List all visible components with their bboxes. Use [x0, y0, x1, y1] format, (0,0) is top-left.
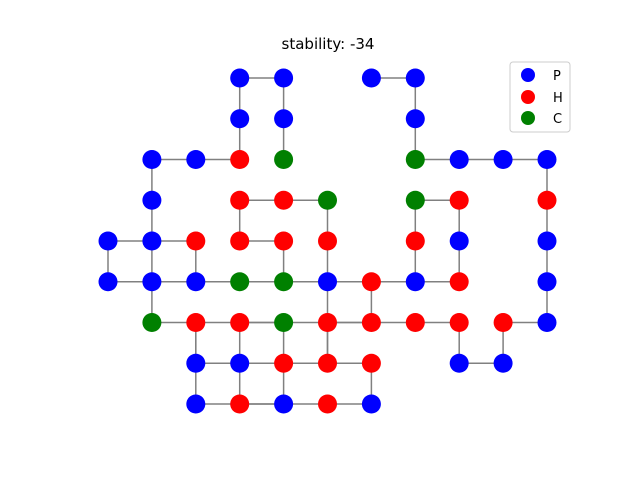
- residue-h: [405, 231, 425, 251]
- residue-h: [318, 231, 337, 251]
- residue-h: [230, 190, 250, 210]
- residue-p: [449, 150, 469, 169]
- residue-c: [274, 272, 294, 292]
- residue-p: [318, 272, 337, 292]
- residue-p: [537, 313, 557, 332]
- residue-c: [274, 313, 294, 332]
- residue-p: [493, 353, 513, 373]
- residue-h: [230, 394, 250, 414]
- residue-h: [449, 272, 469, 292]
- residue-h: [186, 313, 206, 332]
- residue-p: [493, 150, 513, 169]
- residue-p: [230, 109, 250, 129]
- residue-p: [537, 150, 557, 169]
- residue-p: [142, 150, 162, 169]
- residue-c: [142, 313, 162, 332]
- residue-p: [186, 353, 206, 373]
- residue-h: [449, 313, 469, 332]
- residue-p: [230, 68, 250, 88]
- residue-p: [230, 353, 250, 373]
- residue-h: [230, 231, 250, 251]
- residue-c: [274, 150, 294, 169]
- residue-h: [318, 394, 337, 414]
- residue-p: [274, 394, 294, 414]
- residue-h: [274, 353, 294, 373]
- legend-marker-c: [521, 111, 535, 125]
- residue-h: [318, 313, 337, 332]
- residue-p: [537, 231, 557, 251]
- residue-p: [361, 68, 381, 88]
- residue-c: [405, 150, 425, 169]
- residue-h: [405, 313, 425, 332]
- chain-nodes: [98, 68, 557, 414]
- residue-h: [361, 353, 381, 373]
- residue-c: [318, 190, 337, 210]
- legend: P H C: [509, 61, 571, 133]
- residue-h: [361, 272, 381, 292]
- chart-title: stability: -34: [282, 35, 375, 53]
- residue-h: [274, 231, 294, 251]
- residue-p: [98, 231, 118, 251]
- legend-label-c: C: [553, 112, 562, 127]
- residue-h: [318, 353, 337, 373]
- legend-marker-p: [521, 68, 535, 82]
- residue-h: [230, 150, 250, 169]
- residue-p: [186, 150, 206, 169]
- residue-h: [230, 313, 250, 332]
- residue-h: [493, 313, 513, 332]
- residue-p: [98, 272, 118, 292]
- residue-p: [186, 394, 206, 414]
- residue-p: [186, 272, 206, 292]
- residue-p: [537, 272, 557, 292]
- residue-p: [274, 68, 294, 88]
- residue-p: [405, 109, 425, 129]
- residue-p: [274, 109, 294, 129]
- residue-p: [142, 231, 162, 251]
- residue-p: [405, 68, 425, 88]
- legend-label-p: P: [553, 69, 561, 84]
- residue-h: [186, 231, 206, 251]
- residue-h: [274, 190, 294, 210]
- residue-c: [230, 272, 250, 292]
- legend-marker-h: [521, 90, 535, 104]
- residue-p: [142, 272, 162, 292]
- residue-p: [405, 272, 425, 292]
- residue-p: [142, 190, 162, 210]
- residue-h: [449, 190, 469, 210]
- residue-h: [361, 313, 381, 332]
- legend-label-h: H: [553, 91, 563, 106]
- residue-p: [449, 353, 469, 373]
- residue-c: [405, 190, 425, 210]
- residue-p: [449, 231, 469, 251]
- residue-p: [361, 394, 381, 414]
- residue-h: [537, 190, 557, 210]
